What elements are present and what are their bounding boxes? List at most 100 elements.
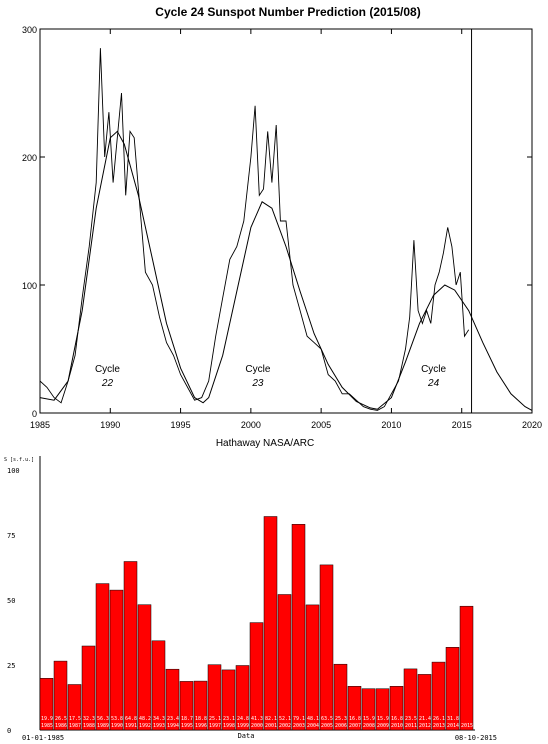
monthly-observed-series (39, 48, 470, 411)
chart-title: Cycle 24 Sunspot Number Prediction (2015… (155, 5, 420, 19)
bar-category-label: 1997 (209, 723, 221, 729)
bar-value-label: 18.7 (181, 716, 193, 722)
bar-value-label: 52.1 (279, 716, 291, 722)
smoothed-fit-line (39, 130, 533, 411)
bar-value-label: 24.8 (237, 716, 249, 722)
bar-value-label: 23.4 (167, 716, 179, 722)
bar-value-label: 41.3 (251, 716, 263, 722)
bar-value-label: 64.8 (125, 716, 137, 722)
x-tick-label: 1990 (100, 420, 120, 430)
bar (95, 583, 110, 731)
sunspot-prediction-chart: Cycle 24 Sunspot Number Prediction (2015… (22, 5, 542, 449)
bar (277, 594, 292, 731)
date-end-label: 08-10-2015 (455, 734, 497, 742)
bar-value-labels: 19.9198526.5198617.5198732.3198856.31989… (41, 716, 473, 729)
bar-category-label: 2007 (349, 723, 361, 729)
bar (361, 688, 376, 731)
bar-category-label: 2000 (251, 723, 263, 729)
bar-category-label: 2013 (433, 723, 445, 729)
x-tick-label: 2005 (311, 420, 331, 430)
bar-category-label: 2012 (419, 723, 431, 729)
bar-y-tick-label: 0 (7, 727, 11, 735)
bar (263, 516, 278, 731)
bar (53, 660, 68, 731)
bar-category-label: 1991 (125, 723, 137, 729)
bar-value-label: 18.8 (195, 716, 207, 722)
bar (137, 604, 152, 731)
bar-value-label: 53.8 (111, 716, 123, 722)
bar (459, 605, 474, 731)
bar-value-label: 25.1 (209, 716, 221, 722)
bar-value-label: 48.1 (307, 716, 319, 722)
chart-credit: Hathaway NASA/ARC (216, 438, 314, 449)
bar (165, 668, 180, 731)
bar-category-label: 1994 (167, 723, 179, 729)
bar-y-axis-label: S [s.f.u.] (4, 457, 34, 463)
bar-category-label: 2015 (461, 723, 473, 729)
bar-category-label: 1990 (111, 723, 123, 729)
top-chart-axes: 1985 1990 1995 2000 2005 2010 2015 2020 0 100 200 3… (22, 25, 542, 430)
x-tick-label: 2010 (381, 420, 401, 430)
bar-value-label: 26.5 (55, 716, 67, 722)
cycle-label-name: Cycle (421, 364, 446, 375)
bar-category-label: 1985 (41, 723, 53, 729)
bar (81, 645, 96, 731)
bar (193, 680, 208, 731)
bar-value-label: 17.5 (69, 716, 81, 722)
bar (249, 622, 264, 731)
bar-value-label: 16.8 (391, 716, 403, 722)
cycle-labels: Cycle 22 Cycle 23 Cycle 24 (95, 364, 447, 389)
bar-category-label: 2008 (363, 723, 375, 729)
x-tick-label: 1985 (30, 420, 50, 430)
bar (221, 669, 236, 731)
bar (417, 674, 432, 731)
monthly-observed-line (39, 48, 470, 411)
y-tick-label: 200 (22, 153, 37, 163)
bar (123, 561, 138, 731)
bar-value-label: 79.1 (293, 716, 305, 722)
date-start-label: 01-01-1985 (22, 734, 64, 742)
cycle-label-number: 24 (427, 378, 440, 389)
bar (319, 564, 334, 731)
bar (39, 678, 54, 731)
bar-y-tick-label: 100 (7, 467, 20, 475)
plot-frame (39, 28, 533, 414)
bar-y-tick-label: 75 (7, 532, 15, 540)
cycle-label-name: Cycle (95, 364, 120, 375)
bar-value-label: 31.8 (447, 716, 459, 722)
y-tick-label: 100 (22, 281, 37, 291)
bar-category-label: 2004 (307, 723, 319, 729)
bar-category-label: 1995 (181, 723, 193, 729)
bar-value-label: 82.1 (265, 716, 277, 722)
cycle-label-number: 22 (101, 378, 114, 389)
smoothed-fit-series (39, 130, 533, 411)
bar-value-label: 34.3 (153, 716, 165, 722)
bar (305, 604, 320, 731)
bar (347, 686, 362, 731)
bar-value-label: 23.1 (223, 716, 235, 722)
bar-value-label: 32.3 (83, 716, 95, 722)
bar-category-label: 1992 (139, 723, 151, 729)
bar-value-label: 19.9 (41, 716, 53, 722)
x-tick-label: 2000 (241, 420, 261, 430)
x-axis-label: Data (238, 732, 255, 740)
bar-category-label: 1987 (69, 723, 81, 729)
bar-value-label: 56.3 (97, 716, 109, 722)
y-tick-label: 0 (32, 409, 37, 419)
bar-category-label: 2002 (279, 723, 291, 729)
radio-flux-bar-chart: S [s.f.u.] 0 25 50 75 100 19.9198526.5198617… (4, 456, 497, 742)
bar-y-tick-label: 25 (7, 662, 15, 670)
bar-category-label: 2014 (447, 723, 459, 729)
x-tick-label: 2015 (452, 420, 472, 430)
bar-value-label: 23.5 (405, 716, 417, 722)
bar (333, 663, 348, 731)
bar-series (39, 516, 474, 731)
bar (389, 686, 404, 731)
bar-value-label: 15.9 (363, 716, 375, 722)
bar-value-label: 16.8 (349, 716, 361, 722)
bar-category-label: 2001 (265, 723, 277, 729)
bar-value-label: 21.4 (419, 716, 431, 722)
bar (179, 681, 194, 731)
bar-category-label: 2006 (335, 723, 347, 729)
bar-category-label: 1996 (195, 723, 207, 729)
